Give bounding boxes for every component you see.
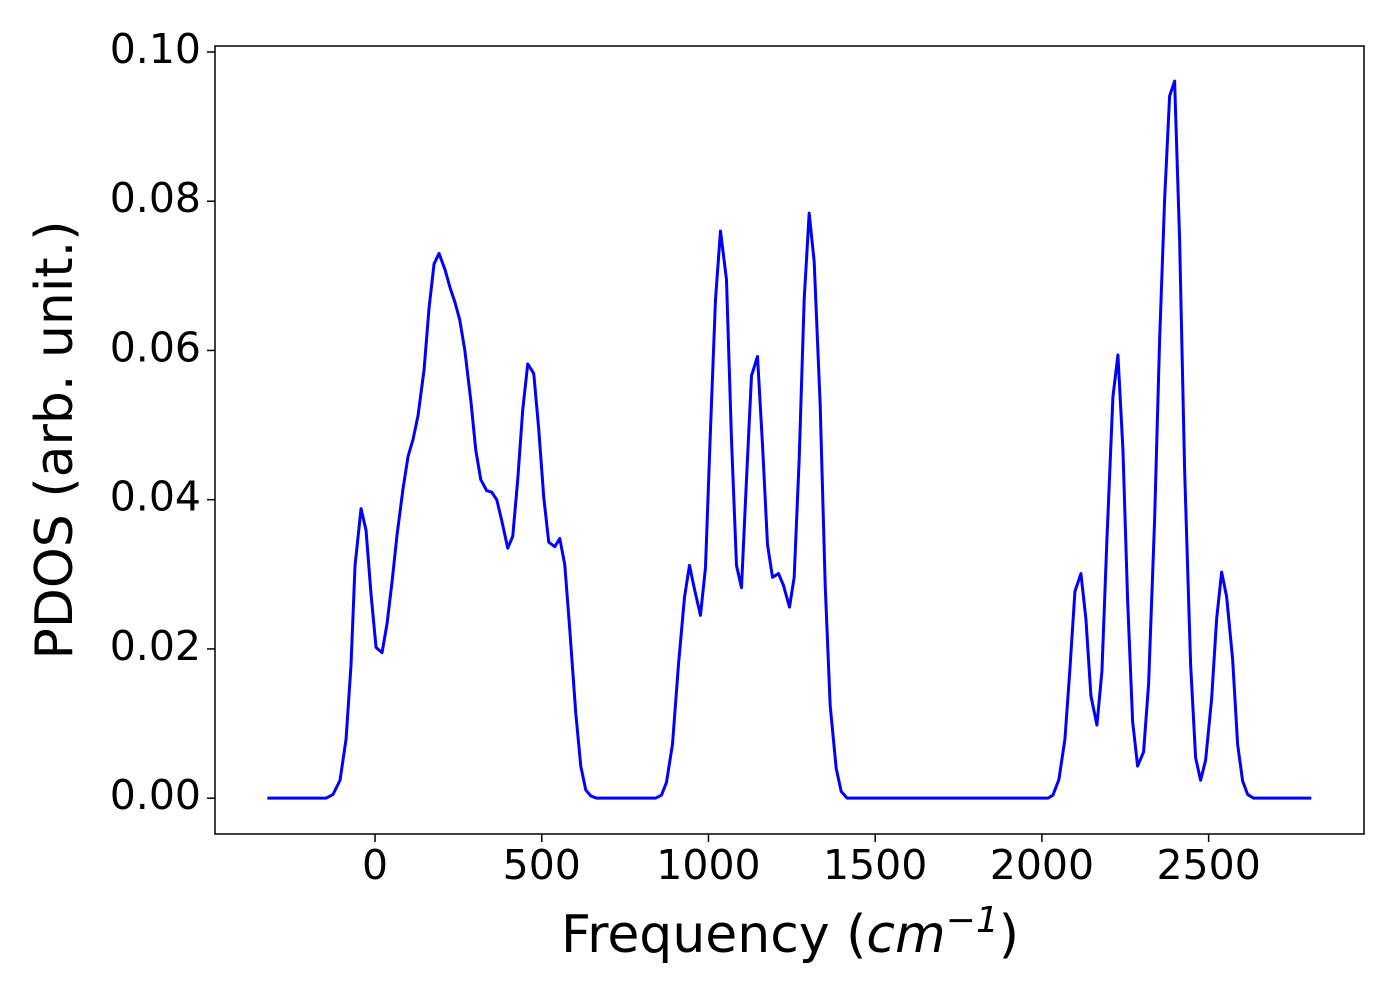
- data-line: [267, 79, 1312, 800]
- y-tick-label: 0.10: [110, 25, 201, 73]
- y-tick-label: 0.06: [110, 323, 201, 371]
- x-label-text: Frequency (: [561, 905, 866, 965]
- plot-frame: [214, 45, 1365, 835]
- x-label-text: ): [999, 905, 1019, 965]
- y-tick-label: 0.04: [110, 473, 201, 521]
- y-tick-label: 0.08: [110, 174, 201, 222]
- x-tick-label: 2000: [990, 841, 1094, 889]
- x-tick-label: 0: [362, 841, 388, 889]
- x-label-math: cm: [866, 905, 945, 965]
- x-tick-label: 2500: [1156, 841, 1260, 889]
- y-axis-label: PDOS (arb. unit.): [25, 220, 85, 659]
- y-tick-label: 0.02: [110, 622, 201, 670]
- x-label-sup: −1: [946, 900, 999, 941]
- x-tick-label: 1000: [656, 841, 760, 889]
- x-axis-label: Frequency (cm−1): [561, 900, 1019, 965]
- x-tick-label: 500: [503, 841, 581, 889]
- x-tick-label: 1500: [823, 841, 927, 889]
- y-tick-label: 0.00: [110, 771, 201, 819]
